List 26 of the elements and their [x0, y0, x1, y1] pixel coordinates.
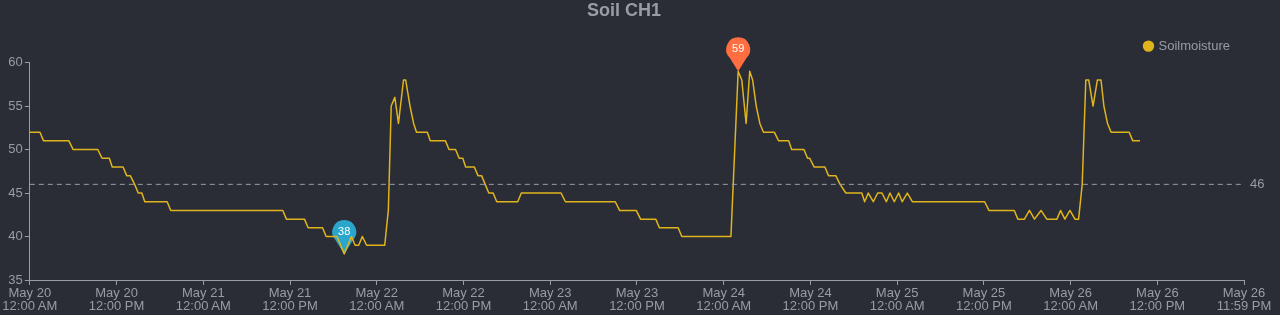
- annotation: 38: [338, 224, 351, 237]
- x-tick-label: May 26 12:00 PM: [1129, 285, 1186, 314]
- x-tick-label: May 23 12:00 PM: [609, 285, 665, 314]
- annotation: 59: [732, 42, 745, 55]
- x-tick-label: May 21 12:00 AM: [175, 285, 231, 314]
- y-tick-label: 40: [8, 228, 23, 244]
- ref-line-label: 46: [1250, 175, 1265, 191]
- x-tick-label: May 23 12:00 AM: [522, 285, 578, 314]
- x-tick-label: May 21 12:00 PM: [262, 285, 318, 314]
- x-tick-label: May 24 12:00 AM: [696, 285, 752, 314]
- x-tick-label: May 20 12:00 AM: [2, 285, 58, 314]
- x-tick-label: May 24 12:00 PM: [782, 285, 839, 314]
- x-tick-label: May 26 12:00 AM: [1043, 285, 1099, 314]
- x-tick-label: May 20 12:00 PM: [88, 285, 145, 314]
- x-tick-label: May 26 11:59 PM: [1216, 285, 1272, 314]
- chart-title: Soil CH1: [586, 0, 662, 20]
- y-tick-label: 55: [8, 97, 23, 113]
- y-tick-label: 60: [8, 54, 23, 70]
- x-tick-label: May 22 12:00 AM: [349, 285, 405, 314]
- x-tick-label: May 22 12:00 PM: [435, 285, 492, 314]
- x-tick-label: May 25 12:00 PM: [956, 285, 1012, 314]
- y-tick-label: 50: [8, 141, 23, 157]
- y-tick-label: 45: [8, 184, 23, 200]
- y-tick-label: 35: [8, 271, 23, 287]
- x-tick-label: May 25 12:00 AM: [869, 285, 925, 314]
- legend-label: Soilmoisture: [1158, 37, 1231, 53]
